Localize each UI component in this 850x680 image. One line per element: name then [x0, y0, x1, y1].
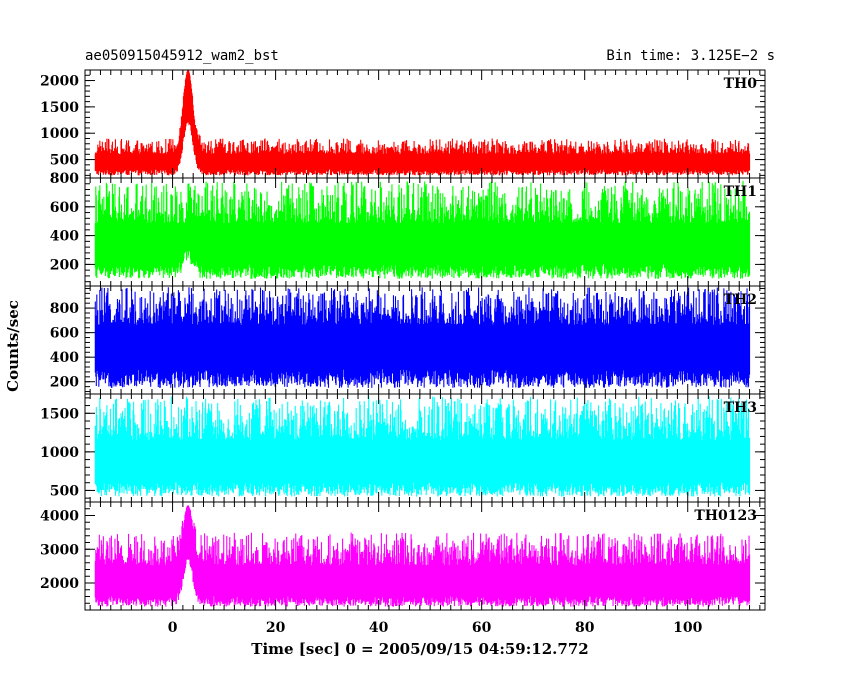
y-tick-label: 200: [50, 375, 79, 391]
y-tick-label: 500: [50, 153, 79, 169]
x-tick-label: 60: [472, 620, 492, 636]
x-tick-label: 0: [168, 620, 178, 636]
panel-th3: 500 1000 1500 TH3: [40, 393, 766, 503]
y-tick-label: 1000: [40, 126, 79, 142]
panel-th0: 500 1000 1500 2000 TH0: [40, 69, 766, 179]
y-tick-label: 2000: [40, 74, 79, 90]
y-tick-label: 400: [50, 229, 79, 245]
y-tick-label: 800: [50, 301, 79, 317]
y-axis-label: Counts/sec: [4, 300, 22, 392]
y-tick-label: 500: [50, 483, 79, 499]
y-tick-label: 2000: [40, 576, 79, 592]
y-tick-label: 200: [50, 257, 79, 273]
y-tick-label: 800: [50, 171, 79, 187]
y-tick-label: 4000: [40, 509, 79, 525]
series-th0123: [94, 505, 751, 607]
panel-th1: 200 400 600 800 TH1: [50, 171, 766, 287]
y-tick-label: 600: [50, 326, 79, 342]
x-tick-label: 100: [673, 620, 702, 636]
y-tick-label: 1500: [40, 406, 79, 422]
series-th1: [94, 180, 751, 279]
x-tick-label: 20: [266, 620, 286, 636]
x-tick-label: 80: [575, 620, 595, 636]
panel-label: TH1: [724, 184, 757, 200]
y-tick-label: 400: [50, 350, 79, 366]
panel-th2: 200 400 600 800 TH2: [50, 285, 766, 395]
x-axis-label: Time [sec] 0 = 2005/09/15 04:59:12.772: [251, 640, 588, 658]
y-tick-label: 600: [50, 200, 79, 216]
panel-th0123: 2000 3000 4000 TH0123: [40, 501, 766, 611]
panel-label: TH0123: [694, 508, 757, 524]
panel-label: TH2: [724, 292, 757, 308]
y-tick-label: 1000: [40, 445, 79, 461]
chart-title: ae050915045912_wam2_bst: [85, 48, 279, 64]
y-tick-label: 3000: [40, 542, 79, 558]
bin-time-label: Bin time: 3.125E−2 s: [606, 48, 775, 64]
panel-label: TH0: [724, 76, 758, 92]
x-tick-label: 40: [369, 620, 389, 636]
panel-label: TH3: [724, 400, 757, 416]
series-th2: [94, 287, 751, 388]
y-tick-label: 1500: [40, 100, 79, 116]
series-th3: [94, 396, 751, 497]
series-th0: [94, 70, 751, 176]
